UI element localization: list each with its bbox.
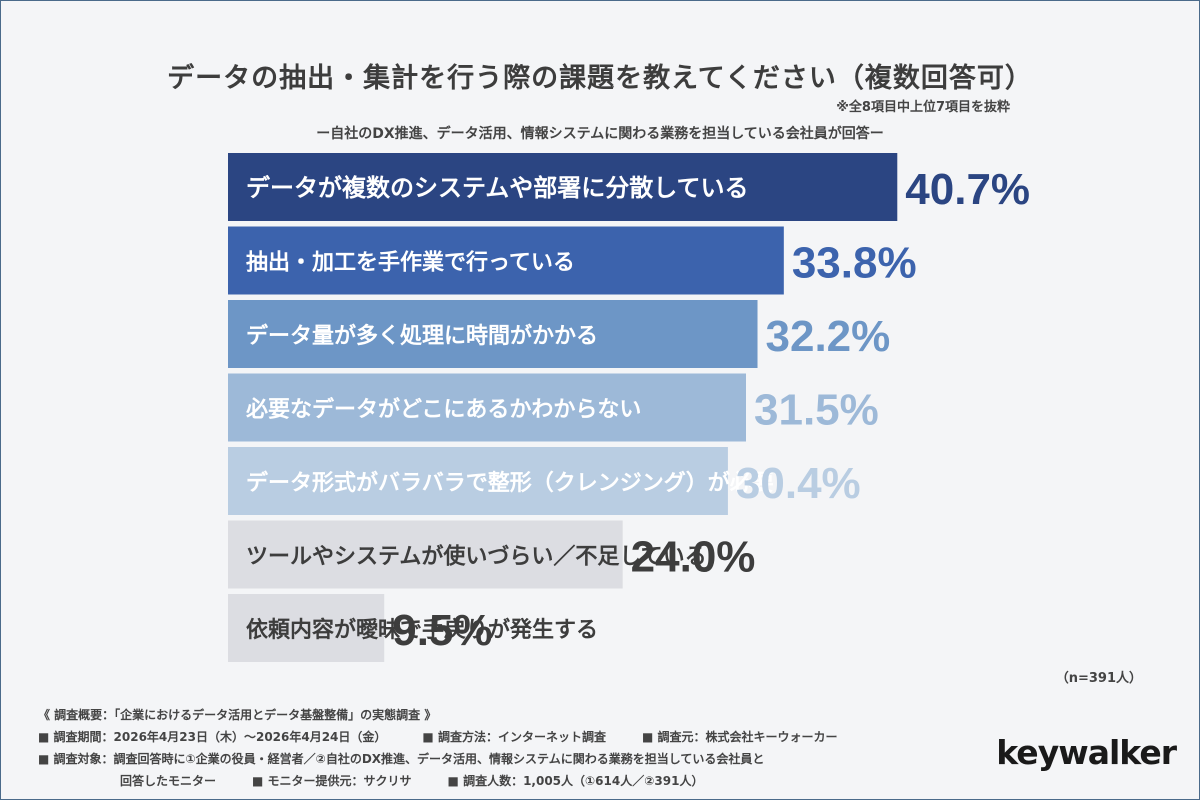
bar-value-label: 31.5% — [754, 386, 879, 435]
bar — [228, 153, 898, 221]
survey-info-row-1: ■ 調査期間：2026年4月23日（木）〜2026年4月24日（金） ■ 調査方法… — [38, 726, 837, 748]
chart-note: ※全8項目中上位7項目を抜粋 — [836, 100, 1010, 115]
survey-source: ■ 調査元：株式会社キーウォーカー — [641, 730, 838, 744]
survey-method: ■ 調査方法：インターネット調査 — [422, 730, 606, 744]
bar-category-label: データ形式がバラバラで整形（クレンジング）が必要 — [246, 470, 774, 496]
bar-category-label: データ量が多く処理に時間がかかる — [246, 323, 598, 349]
keywalker-logo: keywalker — [996, 733, 1177, 772]
bar-value-label: 32.2% — [766, 312, 891, 361]
bar — [228, 300, 758, 368]
bar — [228, 226, 784, 295]
bar — [228, 520, 623, 589]
survey-count: ■ 調査人数：1,005人（①614人／②391人） — [447, 774, 704, 788]
bar-category-label: 依頼内容が曖昧で手戻りが発生する — [246, 617, 598, 643]
survey-provider: ■ モニター提供元：サクリサ — [252, 774, 412, 788]
chart-subtitle: ー自社のDX推進、データ活用、情報システムに関わる業務を担当している会社員が回答… — [316, 126, 884, 142]
bar-category-label: 必要なデータがどこにあるかわからない — [246, 397, 641, 423]
sample-size-label: （n=391人） — [1055, 671, 1142, 686]
bar-value-label: 30.4% — [736, 459, 861, 508]
survey-overview: 《 調査概要：「企業におけるデータ活用とデータ基盤整備」の実態調査 》 — [38, 708, 437, 722]
survey-target: ■ 調査対象：調査回答時に①企業の役員・経営者／②自社のDX推進、データ活用、情… — [38, 752, 765, 766]
bar-value-label: 9.5% — [392, 606, 492, 655]
bar — [228, 373, 746, 442]
bar-category-label: ツールやシステムが使いづらい／不足している — [246, 544, 707, 570]
bar-category-label: 抽出・加工を手作業で行っている — [246, 250, 575, 276]
chart-title: データの抽出・集計を行う際の課題を教えてください（複数回答可） — [167, 63, 1033, 94]
bar — [228, 594, 385, 662]
survey-period: ■ 調査期間：2026年4月23日（木）〜2026年4月24日（金） — [38, 730, 387, 744]
bar-value-label: 40.7% — [905, 165, 1030, 214]
survey-info-row-3: 回答したモニター ■ モニター提供元：サクリサ ■ 調査人数：1,005人（①614… — [38, 770, 837, 792]
survey-target-cont: 回答したモニター — [120, 774, 217, 788]
survey-footer: 《 調査概要：「企業におけるデータ活用とデータ基盤整備」の実態調査 》 ■ 調査… — [38, 704, 837, 792]
bar-value-label: 24.0% — [631, 533, 756, 582]
bar — [228, 447, 728, 515]
bar-category-label: データが複数のシステムや部署に分散している — [246, 174, 749, 202]
bar-value-label: 33.8% — [792, 239, 917, 288]
